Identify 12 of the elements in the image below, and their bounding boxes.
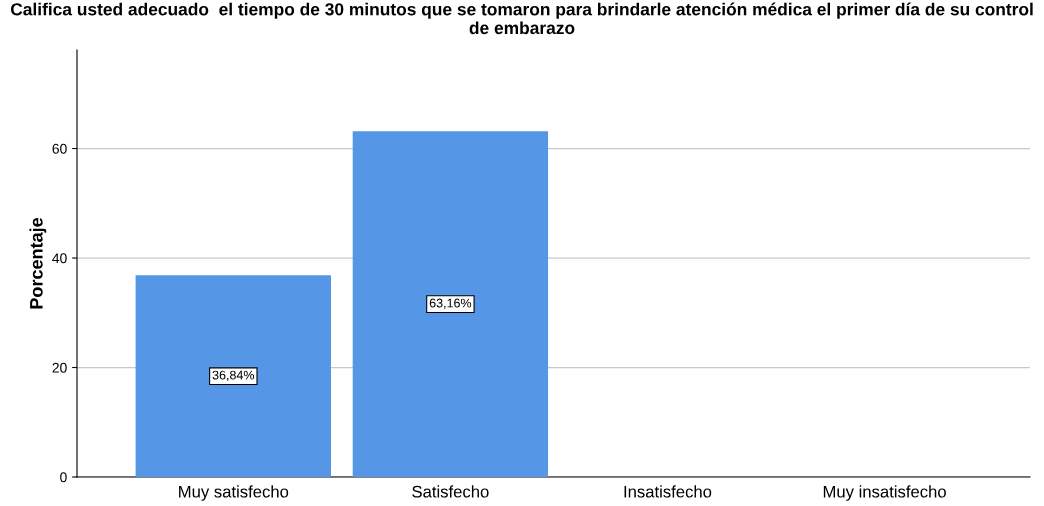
chart-title: Califica usted adecuado el tiempo de 30 minutos que se tomaron para brindarle atención médica el primer día de su control de embarazo — [10, 2, 1033, 35]
y-tick-label: 60 — [52, 143, 67, 154]
y-tick-label: 0 — [60, 472, 67, 483]
x-tick-label: Insatisfecho — [624, 485, 712, 498]
x-tick-label: Muy insatisfecho — [823, 485, 946, 501]
x-tick-label: Muy satisfecho — [179, 485, 289, 501]
y-tick-label: 20 — [52, 362, 67, 373]
y-axis-title: Porcentaje — [29, 217, 47, 309]
x-tick-label: Satisfecho — [412, 485, 489, 498]
data-label: 63,16% — [429, 298, 472, 309]
y-tick-label: 40 — [52, 253, 67, 264]
data-label: 36,84% — [212, 370, 255, 381]
